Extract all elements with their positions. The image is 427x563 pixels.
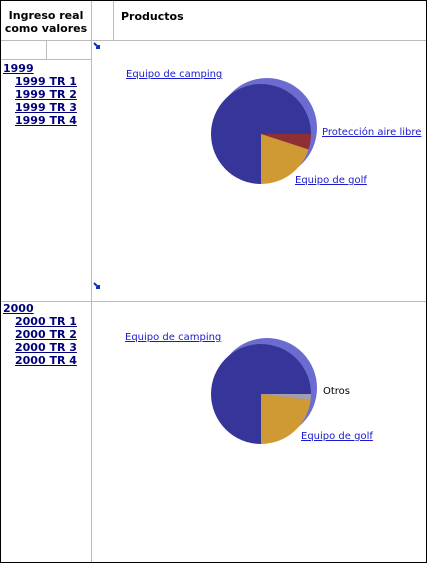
header-line (1, 40, 426, 41)
pie-slice (261, 394, 311, 401)
quarter-link[interactable]: 2000 TR 4 (15, 354, 77, 367)
quarter-link[interactable]: 1999 TR 2 (15, 88, 77, 101)
quarter-link[interactable]: 1999 TR 3 (15, 101, 77, 114)
rows-label: Ingreso real como valores (4, 9, 88, 35)
header-divider (113, 1, 114, 40)
year-link[interactable]: 2000 (3, 302, 34, 315)
pie-slice (211, 84, 311, 184)
slice-label[interactable]: Equipo de golf (295, 175, 367, 186)
quarter-link[interactable]: 2000 TR 3 (15, 341, 77, 354)
quarter-link[interactable]: 2000 TR 1 (15, 315, 77, 328)
pie-slice (261, 134, 309, 184)
slice-label[interactable]: Equipo de camping (126, 69, 222, 80)
pie-slice (211, 344, 311, 444)
drill-icon (93, 282, 100, 289)
slice-label: Otros (323, 386, 350, 397)
section-line (1, 301, 426, 302)
columns-label: Productos (121, 10, 184, 23)
column-divider (91, 1, 92, 562)
slice-label[interactable]: Protección aire libre (322, 126, 421, 138)
quarter-link[interactable]: 1999 TR 1 (15, 75, 77, 88)
drill-icon (93, 42, 100, 49)
quarter-link[interactable]: 2000 TR 2 (15, 328, 77, 341)
cell-divider (46, 40, 47, 59)
cell-line (1, 59, 91, 60)
slice-label[interactable]: Equipo de camping (125, 332, 221, 343)
slice-label[interactable]: Equipo de golf (301, 431, 373, 442)
pie-slice (261, 134, 311, 150)
pie-slice (261, 394, 311, 444)
year-link[interactable]: 1999 (3, 62, 34, 75)
quarter-link[interactable]: 1999 TR 4 (15, 114, 77, 127)
